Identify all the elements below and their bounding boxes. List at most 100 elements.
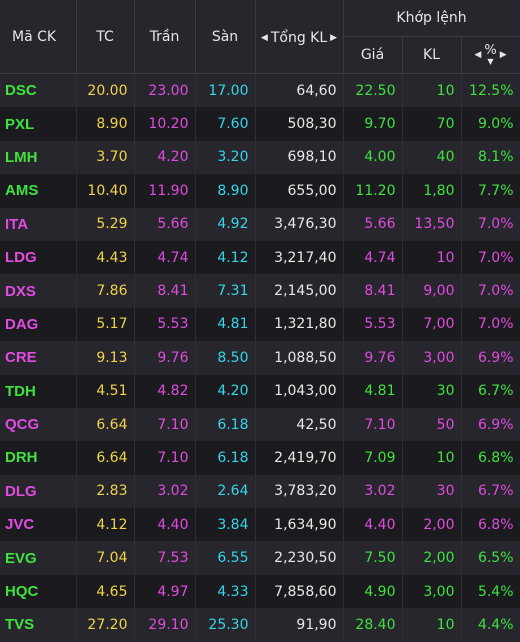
pct-next-icon[interactable]: ▶ <box>499 50 507 60</box>
table-row[interactable]: EVG 7.04 7.53 6.55 2,230,50 7.50 2,00 6.5% <box>0 541 520 575</box>
scroll-left-icon[interactable]: ◀ <box>260 32 268 43</box>
total-volume-cell: 3,217,40 <box>255 240 344 275</box>
header-change-pct[interactable]: ◀ % ▼ ▶ <box>461 36 520 74</box>
sort-desc-icon[interactable]: ▼ <box>487 57 494 66</box>
symbol-cell[interactable]: JVC <box>0 508 77 542</box>
match-qty-cell: 40 <box>402 140 462 175</box>
match-qty-cell: 7,00 <box>402 307 462 342</box>
header-ceiling-price[interactable]: Trần <box>134 0 196 74</box>
header-match-price[interactable]: Giá <box>343 36 403 74</box>
match-price-cell: 8.41 <box>343 274 403 308</box>
ceiling-price-cell: 23.00 <box>134 73 196 108</box>
header-symbol[interactable]: Mã CK <box>0 0 77 74</box>
change-pct-cell: 6.9% <box>461 407 520 442</box>
floor-price-cell: 6.55 <box>195 541 256 575</box>
ceiling-price-cell: 4.74 <box>134 240 196 275</box>
change-pct-cell: 6.9% <box>461 341 520 375</box>
symbol-cell[interactable]: DAG <box>0 307 77 342</box>
table-row[interactable]: DLG 2.83 3.02 2.64 3,783,20 3.02 30 6.7% <box>0 474 520 509</box>
ceiling-price-cell: 4.40 <box>134 508 196 542</box>
match-qty-cell: 10 <box>402 441 462 475</box>
match-qty-cell: 3,00 <box>402 574 462 609</box>
match-qty-cell: 10 <box>402 608 462 642</box>
table-row[interactable]: DXS 7.86 8.41 7.31 2,145,00 8.41 9,00 7.0% <box>0 274 520 308</box>
ref-price-cell: 5.17 <box>76 307 135 342</box>
match-price-cell: 7.09 <box>343 441 403 475</box>
match-qty-cell: 10 <box>402 240 462 275</box>
table-row[interactable]: ITA 5.29 5.66 4.92 3,476,30 5.66 13,50 7.0% <box>0 207 520 241</box>
ref-price-cell: 9.13 <box>76 341 135 375</box>
total-volume-cell: 2,230,50 <box>255 541 344 575</box>
table-row[interactable]: DSC 20.00 23.00 17.00 64,60 22.50 10 12.5% <box>0 73 520 108</box>
symbol-cell[interactable]: DXS <box>0 274 77 308</box>
table-row[interactable]: TDH 4.51 4.82 4.20 1,043,00 4.81 30 6.7% <box>0 374 520 408</box>
match-price-cell: 9.70 <box>343 107 403 141</box>
total-volume-cell: 1,043,00 <box>255 374 344 408</box>
match-qty-cell: 2,00 <box>402 508 462 542</box>
change-pct-cell: 6.5% <box>461 541 520 575</box>
table-row[interactable]: JVC 4.12 4.40 3.84 1,634,90 4.40 2,00 6.8% <box>0 508 520 542</box>
table-row[interactable]: TVS 27.20 29.10 25.30 91,90 28.40 10 4.4% <box>0 608 520 642</box>
header-match-qty[interactable]: KL <box>402 36 462 74</box>
ref-price-cell: 5.29 <box>76 207 135 241</box>
symbol-cell[interactable]: TDH <box>0 374 77 408</box>
symbol-cell[interactable]: EVG <box>0 541 77 575</box>
floor-price-cell: 4.20 <box>195 374 256 408</box>
match-qty-cell: 1,80 <box>402 174 462 208</box>
symbol-cell[interactable]: AMS <box>0 174 77 208</box>
header-ref-price[interactable]: TC <box>76 0 135 74</box>
match-price-cell: 4.90 <box>343 574 403 609</box>
change-pct-cell: 8.1% <box>461 140 520 175</box>
total-volume-cell: 2,419,70 <box>255 441 344 475</box>
match-price-cell: 22.50 <box>343 73 403 108</box>
change-pct-cell: 12.5% <box>461 73 520 108</box>
symbol-cell[interactable]: DSC <box>0 73 77 108</box>
symbol-cell[interactable]: ITA <box>0 207 77 241</box>
table-row[interactable]: LMH 3.70 4.20 3.20 698,10 4.00 40 8.1% <box>0 140 520 175</box>
match-qty-cell: 30 <box>402 474 462 509</box>
table-row[interactable]: DRH 6.64 7.10 6.18 2,419,70 7.09 10 6.8% <box>0 441 520 475</box>
match-price-cell: 4.74 <box>343 240 403 275</box>
ref-price-cell: 20.00 <box>76 73 135 108</box>
ceiling-price-cell: 9.76 <box>134 341 196 375</box>
table-row[interactable]: PXL 8.90 10.20 7.60 508,30 9.70 70 9.0% <box>0 107 520 141</box>
match-price-cell: 9.76 <box>343 341 403 375</box>
table-row[interactable]: AMS 10.40 11.90 8.90 655,00 11.20 1,80 7.7% <box>0 174 520 208</box>
symbol-cell[interactable]: DLG <box>0 474 77 509</box>
floor-price-cell: 4.81 <box>195 307 256 342</box>
symbol-cell[interactable]: QCG <box>0 407 77 442</box>
symbol-cell[interactable]: PXL <box>0 107 77 141</box>
floor-price-cell: 8.90 <box>195 174 256 208</box>
change-pct-cell: 7.0% <box>461 240 520 275</box>
match-qty-cell: 30 <box>402 374 462 408</box>
header-change-pct-label: % <box>484 43 497 58</box>
symbol-cell[interactable]: TVS <box>0 608 77 642</box>
table-row[interactable]: DAG 5.17 5.53 4.81 1,321,80 5.53 7,00 7.0% <box>0 307 520 342</box>
header-total-volume[interactable]: ◀ Tổng KL ▶ <box>255 0 344 74</box>
match-qty-cell: 2,00 <box>402 541 462 575</box>
table-row[interactable]: HQC 4.65 4.97 4.33 7,858,60 4.90 3,00 5.4% <box>0 574 520 609</box>
ref-price-cell: 7.04 <box>76 541 135 575</box>
table-row[interactable]: CRE 9.13 9.76 8.50 1,088,50 9.76 3,00 6.9% <box>0 341 520 375</box>
symbol-cell[interactable]: DRH <box>0 441 77 475</box>
ref-price-cell: 4.65 <box>76 574 135 609</box>
header-match-group: Khớp lệnh <box>343 0 520 37</box>
ref-price-cell: 4.51 <box>76 374 135 408</box>
total-volume-cell: 508,30 <box>255 107 344 141</box>
symbol-cell[interactable]: LDG <box>0 240 77 275</box>
floor-price-cell: 4.92 <box>195 207 256 241</box>
change-pct-cell: 6.7% <box>461 374 520 408</box>
table-row[interactable]: QCG 6.64 7.10 6.18 42,50 7.10 50 6.9% <box>0 407 520 442</box>
symbol-cell[interactable]: LMH <box>0 140 77 175</box>
total-volume-cell: 698,10 <box>255 140 344 175</box>
match-price-cell: 4.81 <box>343 374 403 408</box>
match-qty-cell: 10 <box>402 73 462 108</box>
ceiling-price-cell: 7.10 <box>134 441 196 475</box>
symbol-cell[interactable]: HQC <box>0 574 77 609</box>
symbol-cell[interactable]: CRE <box>0 341 77 375</box>
scroll-right-icon[interactable]: ▶ <box>330 32 338 43</box>
pct-prev-icon[interactable]: ◀ <box>474 50 482 60</box>
header-floor-price[interactable]: Sàn <box>195 0 256 74</box>
table-row[interactable]: LDG 4.43 4.74 4.12 3,217,40 4.74 10 7.0% <box>0 240 520 275</box>
